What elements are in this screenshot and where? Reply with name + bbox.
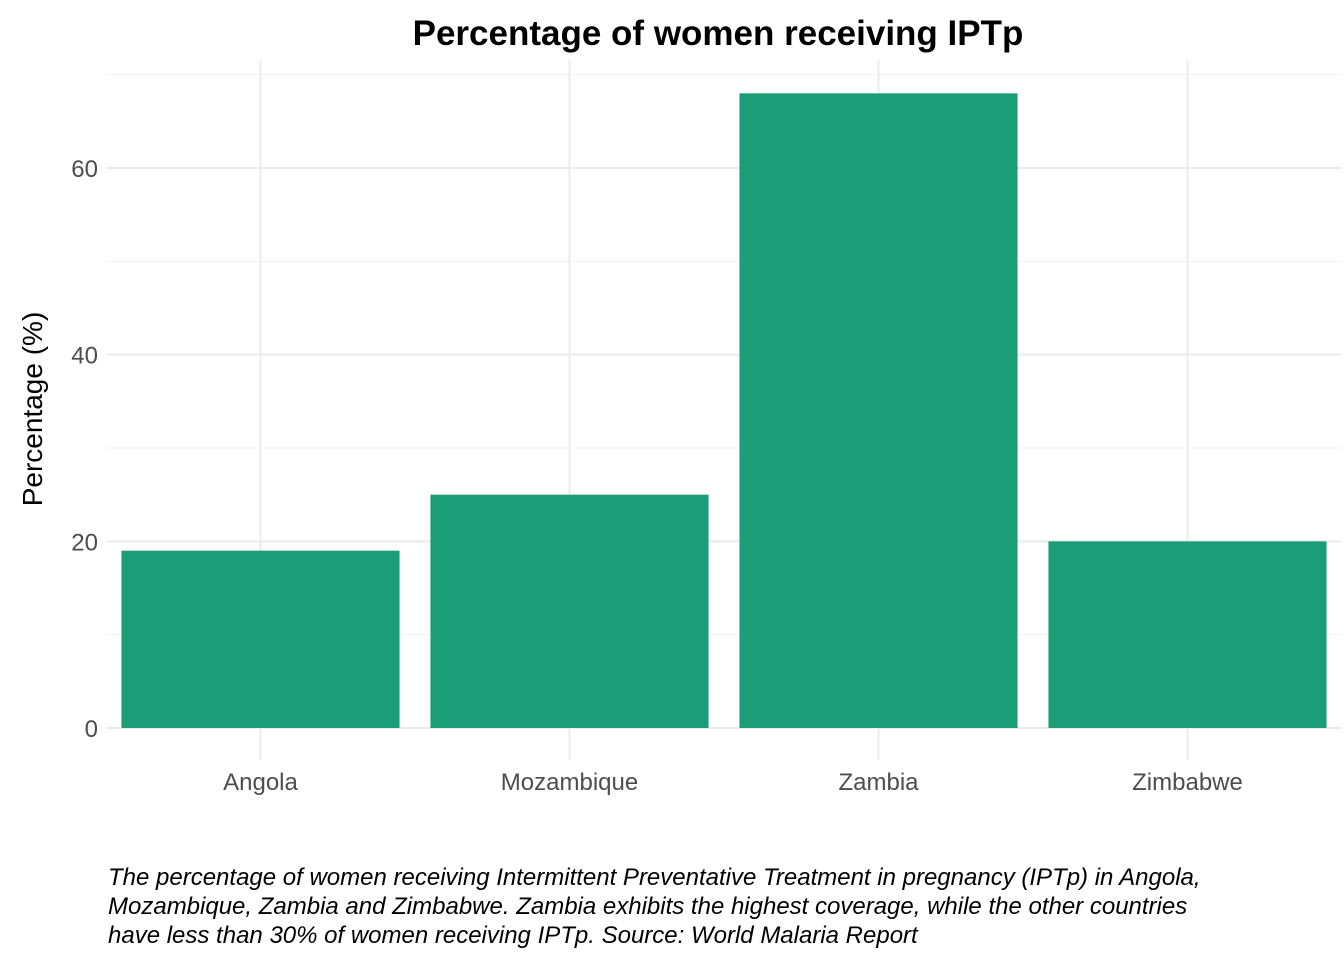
y-tick-label: 40 — [71, 343, 98, 370]
x-tick-label: Zimbabwe — [1132, 769, 1243, 796]
bar-zambia — [739, 93, 1018, 729]
bar-zimbabwe — [1048, 541, 1327, 728]
y-axis-ticks: 0 20 40 60 — [71, 156, 98, 743]
y-tick-label: 20 — [71, 529, 98, 556]
bar-angola — [121, 550, 400, 728]
chart-caption: The percentage of women receiving Interm… — [108, 864, 1201, 949]
x-tick-label: Zambia — [838, 769, 919, 796]
x-tick-label: Mozambique — [501, 769, 638, 796]
y-tick-label: 0 — [85, 716, 98, 743]
bars — [121, 93, 1327, 729]
bar-mozambique — [430, 494, 709, 728]
chart-title: Percentage of women receiving IPTp — [413, 14, 1024, 53]
y-tick-label: 60 — [71, 156, 98, 183]
y-axis-title: Percentage (%) — [17, 312, 48, 507]
x-axis-ticks: Angola Mozambique Zambia Zimbabwe — [223, 769, 1243, 796]
x-tick-label: Angola — [223, 769, 298, 796]
